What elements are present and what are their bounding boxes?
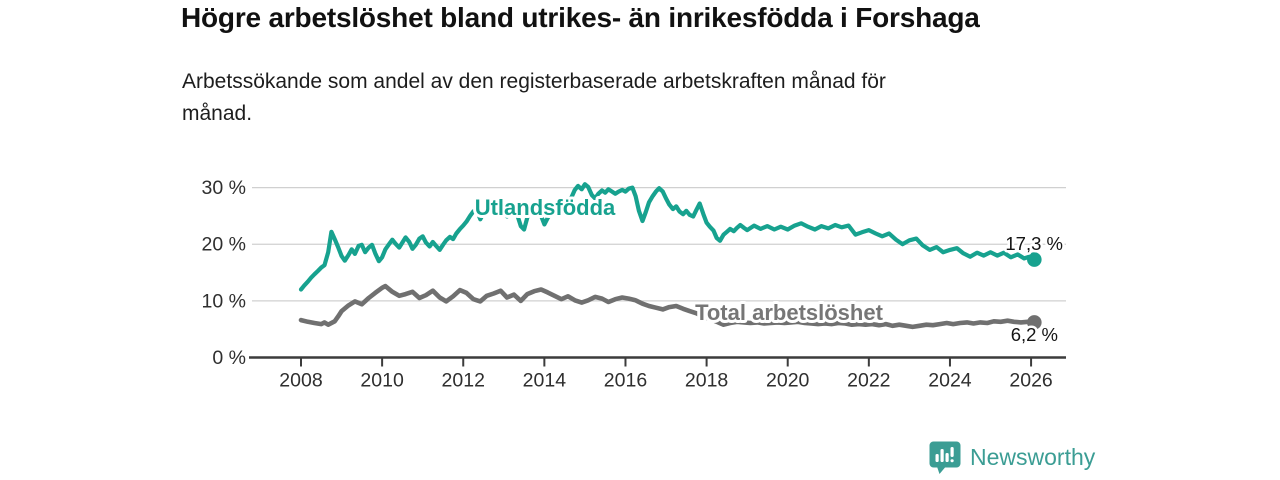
series-line-total-arbetsloshet — [298, 283, 1037, 330]
x-axis: 2008 2010 2012 2014 2016 2018 2020 2022 2024 2026 — [249, 356, 1066, 392]
newsworthy-chart-bubble-icon — [929, 441, 961, 474]
x-axis-tick-label: 2024 — [928, 370, 972, 392]
data-series — [298, 182, 1042, 330]
x-axis-tick-label: 2008 — [279, 370, 322, 392]
series-label-total-arbetsloshet: Total arbetslöshet — [695, 300, 884, 325]
series-label-utlandsfodda: Utlandsfödda — [475, 195, 616, 220]
chart-subtitle-line-1: Arbetssökande som andel av den registerb… — [182, 70, 886, 93]
y-axis-tick-label: 0 % — [212, 347, 246, 369]
x-axis-tick-label: 2016 — [604, 370, 647, 392]
y-axis-tick-label: 10 % — [202, 290, 246, 312]
chart-subtitle-line-2: månad. — [182, 102, 253, 125]
series-end-dot-total-arbetsloshet — [1027, 315, 1042, 330]
x-axis-tick-label: 2026 — [1009, 370, 1052, 392]
series-end-dot-utlandsfodda — [1027, 252, 1042, 267]
newsworthy-wordmark: Newsworthy — [970, 444, 1096, 470]
x-axis-tick-label: 2014 — [523, 370, 567, 392]
chart-title: Högre arbetslöshet bland utrikes- än inr… — [181, 2, 980, 33]
series-line-utlandsfodda — [298, 182, 1037, 292]
x-axis-tick-label: 2022 — [847, 370, 890, 392]
y-axis-tick-label: 20 % — [202, 234, 246, 256]
gridlines: 0 % 10 % 20 % 30 % — [202, 177, 1066, 369]
x-axis-tick-label: 2010 — [360, 370, 404, 392]
y-axis-tick-label: 30 % — [202, 177, 246, 199]
newsworthy-branding: Newsworthy — [929, 441, 1095, 474]
x-axis-tick-label: 2012 — [442, 370, 485, 392]
x-axis-tick-label: 2020 — [766, 370, 810, 392]
end-value-utlandsfodda: 17,3 % — [1005, 233, 1063, 254]
chart-subtitle: Arbetssökande som andel av den registerb… — [182, 66, 886, 130]
x-axis-tick-label: 2018 — [685, 370, 728, 392]
end-value-total-arbetsloshet: 6,2 % — [1011, 324, 1058, 345]
